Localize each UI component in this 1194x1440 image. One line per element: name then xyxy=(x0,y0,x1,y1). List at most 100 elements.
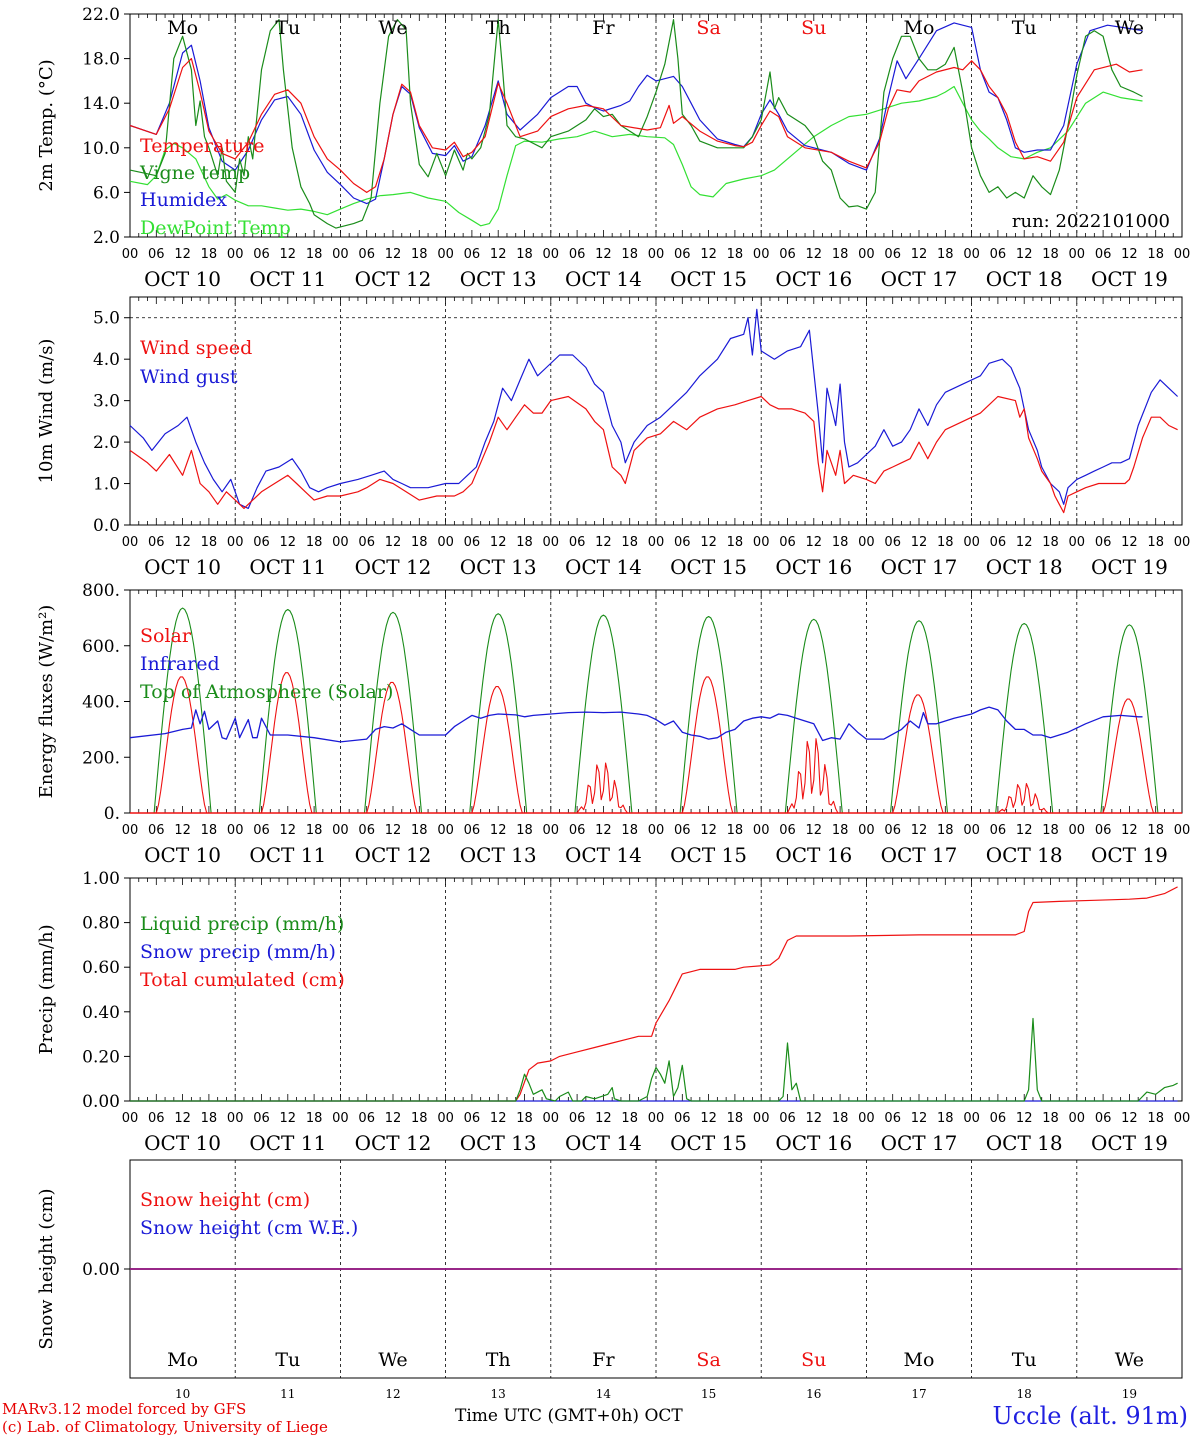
legend-entry: Top of Atmosphere (Solar) xyxy=(140,681,393,703)
solar-line xyxy=(155,676,208,814)
hour-tick-label: 00 xyxy=(858,247,875,262)
solar-line xyxy=(786,738,839,814)
weekday-label: Sa xyxy=(696,17,720,39)
hour-tick-label: 18 xyxy=(621,1111,638,1126)
legend-entry: Temperature xyxy=(140,135,264,157)
model-name: MARv3.12 model forced by GFS xyxy=(2,1400,247,1418)
date-label: OCT 18 xyxy=(986,1131,1063,1155)
legend-entry: Liquid precip (mm/h) xyxy=(140,913,344,935)
hour-tick-label: 12 xyxy=(174,823,191,838)
date-label: OCT 12 xyxy=(355,843,432,867)
hour-tick-label: 18 xyxy=(516,535,533,550)
y-axis-label: Energy fluxes (W/m²) xyxy=(36,605,57,799)
hour-tick-label: 12 xyxy=(1016,823,1033,838)
hour-tick-label: 12 xyxy=(1016,247,1033,262)
date-label: OCT 17 xyxy=(881,1131,958,1155)
date-label: OCT 12 xyxy=(355,267,432,291)
date-label: OCT 19 xyxy=(1091,267,1168,291)
hour-tick-label: 12 xyxy=(174,535,191,550)
hour-tick-label: 06 xyxy=(1095,247,1112,262)
y-axis-label: 2m Temp. (°C) xyxy=(36,59,57,191)
hour-tick-label: 00 xyxy=(963,247,980,262)
hour-tick-label: 12 xyxy=(700,1111,717,1126)
legend-entry: Snow precip (mm/h) xyxy=(140,941,336,963)
y-tick-label: 600. xyxy=(82,637,120,657)
hour-tick-label: 06 xyxy=(148,823,165,838)
hour-tick-label: 12 xyxy=(280,535,297,550)
hour-tick-label: 12 xyxy=(1016,535,1033,550)
hour-tick-label: 18 xyxy=(832,823,849,838)
legend-entry: Solar xyxy=(140,625,192,647)
hour-tick-label: 12 xyxy=(911,1111,928,1126)
hour-tick-label: 00 xyxy=(437,823,454,838)
y-tick-label: 0.40 xyxy=(82,1003,120,1023)
hour-tick-label: 12 xyxy=(280,1111,297,1126)
hour-tick-label: 00 xyxy=(1069,535,1086,550)
hour-tick-label: 06 xyxy=(674,535,691,550)
hour-tick-label: 00 xyxy=(753,247,770,262)
hour-tick-label: 00 xyxy=(1174,1111,1191,1126)
date-label: OCT 18 xyxy=(986,843,1063,867)
weekday-label-bottom: Su xyxy=(801,1349,826,1371)
hour-tick-label: 12 xyxy=(490,823,507,838)
y-tick-label: 4.0 xyxy=(93,350,120,370)
hour-tick-label: 12 xyxy=(700,823,717,838)
weekday-label-bottom: We xyxy=(1115,1349,1144,1371)
hour-tick-label: 12 xyxy=(911,535,928,550)
hour-tick-label: 18 xyxy=(937,247,954,262)
hour-tick-label: 18 xyxy=(832,247,849,262)
day-number-label: 11 xyxy=(280,1387,295,1401)
hour-tick-label: 12 xyxy=(911,823,928,838)
hour-tick-label: 06 xyxy=(1095,535,1112,550)
date-label: OCT 17 xyxy=(881,555,958,579)
y-axis-label: Snow height (cm) xyxy=(36,1188,57,1349)
hour-tick-label: 00 xyxy=(1174,535,1191,550)
hour-tick-label: 12 xyxy=(806,535,823,550)
hour-tick-label: 06 xyxy=(464,823,481,838)
solar-line xyxy=(1102,698,1155,814)
legend-entry: Humidex xyxy=(140,189,227,211)
weekday-label-bottom: Fr xyxy=(592,1349,615,1371)
hour-tick-label: 12 xyxy=(911,247,928,262)
hour-tick-label: 18 xyxy=(306,535,323,550)
hour-tick-label: 06 xyxy=(569,1111,586,1126)
date-label: OCT 14 xyxy=(565,843,642,867)
date-label: OCT 19 xyxy=(1091,555,1168,579)
hour-tick-label: 06 xyxy=(990,247,1007,262)
date-label: OCT 12 xyxy=(355,555,432,579)
hour-tick-label: 00 xyxy=(332,823,349,838)
hour-tick-label: 18 xyxy=(306,1111,323,1126)
y-tick-label: 0.80 xyxy=(82,914,120,934)
hour-tick-label: 06 xyxy=(990,535,1007,550)
weekday-label-bottom: Tu xyxy=(1012,1349,1037,1371)
hour-tick-label: 12 xyxy=(595,1111,612,1126)
hour-tick-label: 06 xyxy=(1095,1111,1112,1126)
hour-tick-label: 12 xyxy=(490,247,507,262)
hour-tick-label: 00 xyxy=(332,1111,349,1126)
hour-tick-label: 12 xyxy=(490,1111,507,1126)
hour-tick-label: 06 xyxy=(464,247,481,262)
hour-tick-label: 18 xyxy=(516,823,533,838)
hour-tick-label: 06 xyxy=(253,1111,270,1126)
hour-tick-label: 00 xyxy=(227,247,244,262)
hour-tick-label: 06 xyxy=(358,823,375,838)
hour-tick-label: 06 xyxy=(148,535,165,550)
hour-tick-label: 00 xyxy=(963,1111,980,1126)
hour-tick-label: 06 xyxy=(884,1111,901,1126)
solar-line xyxy=(576,762,628,814)
weekday-label-bottom: Tu xyxy=(275,1349,300,1371)
y-tick-label: 800. xyxy=(82,581,120,601)
weekday-label: Mo xyxy=(904,17,935,39)
solar-line xyxy=(997,782,1049,814)
day-number-label: 12 xyxy=(385,1387,400,1401)
hour-tick-label: 06 xyxy=(884,823,901,838)
y-tick-label: 18.0 xyxy=(82,50,120,70)
date-label: OCT 12 xyxy=(355,1131,432,1155)
toa-solar-line xyxy=(679,615,738,814)
solar-line xyxy=(260,672,313,814)
run-annotation: run: 2022101000 xyxy=(1012,211,1170,232)
hour-tick-label: 06 xyxy=(464,1111,481,1126)
hour-tick-label: 12 xyxy=(1121,247,1138,262)
hour-tick-label: 00 xyxy=(963,823,980,838)
